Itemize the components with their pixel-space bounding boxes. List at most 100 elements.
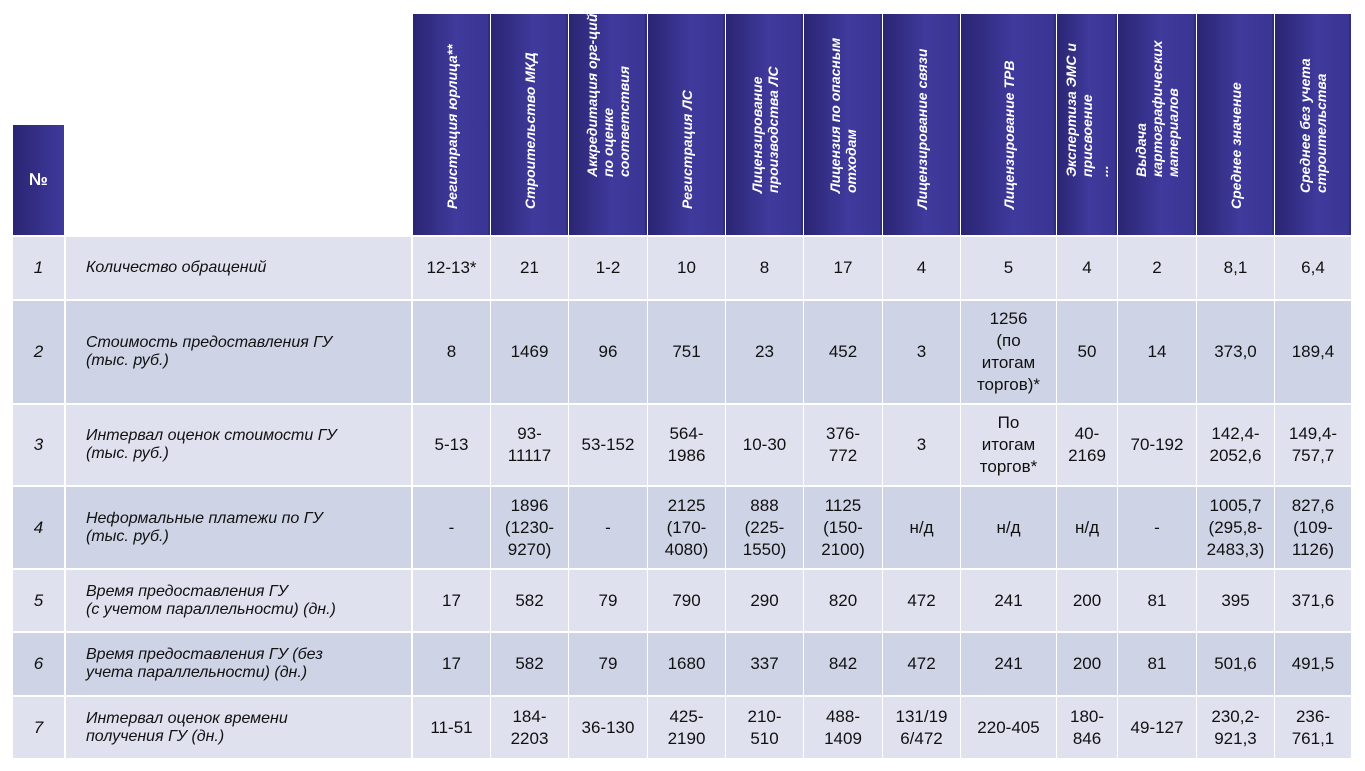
table-cell: 81 [1118,633,1196,695]
cell-value: 1005,7 (295,8- 2483,3) [1206,495,1265,559]
cell-value: 4 [916,258,927,277]
table-cell: 81 [1118,570,1196,631]
table-cell: 14 [1118,301,1196,403]
cell-value: 11-51 [430,717,473,737]
table-cell: По итогам торгов* [961,405,1056,485]
table-cell: 17 [413,570,490,631]
table-cell: 79 [569,570,647,631]
table-row: 1 Количество обращений 12-13* 21 1-2 10 8 17 4 5 4… [13,237,1363,299]
table-cell: 1005,7 (295,8- 2483,3) [1197,487,1274,568]
column-header-label: Лицензия по опасным отходам [827,37,859,193]
table-row: 5 Время предоставления ГУ (с учетом парал… [13,570,1363,631]
table-cell: 373,0 [1197,301,1274,403]
column-header: Экспертиза ЭМС и присвоение ... [1057,14,1117,235]
cell-value: 210- 510 [747,706,782,748]
table-cell: 501,6 [1197,633,1274,695]
table-cell: 376- 772 [804,405,882,485]
cell-value: 8 [446,342,457,361]
table-cell: 425- 2190 [648,697,725,758]
column-header: Выдача картографических материалов [1118,14,1196,235]
table-cell: 4 [883,237,960,299]
row-label: Интервал оценок стоимости ГУ (тыс. руб.) [66,405,411,485]
column-header-label: Лицензирование связи [913,48,930,209]
table-cell: 236- 761,1 [1275,697,1351,758]
row-label: Время предоставления ГУ (без учета парал… [66,633,411,695]
cell-value: 236- 761,1 [1291,706,1335,748]
table-cell: 210- 510 [726,697,803,758]
cell-value: 3 [916,435,927,454]
cell-value: 501,6 [1214,654,1257,673]
table-cell: 820 [804,570,882,631]
table-cell: 1896 (1230- 9270) [491,487,568,568]
table-row: 3 Интервал оценок стоимости ГУ (тыс. руб.… [13,405,1363,485]
cell-value: 81 [1147,590,1167,610]
column-header-label: Регистрация юрлица** [443,44,460,209]
table-cell: 96 [569,301,647,403]
row-number: 7 [13,697,64,758]
cell-value: 820 [828,590,858,610]
cell-value: 17 [442,590,461,610]
cell-value: 425- 2190 [667,706,706,748]
row-label-text: Интервал оценок стоимости ГУ (тыс. руб.) [86,427,337,462]
table-cell: 79 [569,633,647,695]
table-cell: 8 [413,301,490,403]
cell-value: 21 [520,258,539,277]
table-row: 2 Стоимость предоставления ГУ (тыс. руб.)… [13,301,1363,403]
table-cell: 472 [883,570,960,631]
cell-value: 491,5 [1291,654,1335,673]
table-cell: 2 [1118,237,1196,299]
table-cell: 827,6 (109- 1126) [1275,487,1351,568]
table-row: 4 Неформальные платежи по ГУ (тыс. руб.) -… [13,487,1363,568]
cell-value: 17 [442,654,461,673]
table-cell: 189,4 [1275,301,1351,403]
column-header-label: Строительство МКД [521,52,538,209]
column-header: Лицензирование производства ЛС [726,14,803,235]
table-cell: 1256 (по итогам торгов)* [961,301,1056,403]
cell-value: 50 [1077,342,1097,361]
table-cell: н/д [961,487,1056,568]
table-cell: 200 [1057,633,1117,695]
table-cell: 10 [648,237,725,299]
table-cell: 790 [648,570,725,631]
cell-value: 371,6 [1291,590,1335,610]
cell-value: 3 [916,342,927,361]
column-header-label: Лицензирование ТРВ [1000,60,1017,209]
cell-value: 452 [828,342,858,361]
table-cell: 888 (225- 1550) [726,487,803,568]
column-header-label: Экспертиза ЭМС и присвоение ... [1063,43,1111,177]
table-cell: 241 [961,570,1056,631]
cell-value: 751 [672,342,701,361]
row-number: 4 [13,487,64,568]
cell-value: 395 [1221,590,1250,610]
table-cell: 40- 2169 [1057,405,1117,485]
table-cell: 582 [491,633,568,695]
table-cell: 2125 (170- 4080) [648,487,725,568]
table-cell: 17 [804,237,882,299]
cell-value: 888 (225- 1550) [742,495,787,559]
cell-value: 827,6 (109- 1126) [1291,495,1335,559]
row-number: 5 [13,570,64,631]
cell-value: 93- 11117 [507,424,552,465]
table-cell: 491,5 [1275,633,1351,695]
cell-value: 81 [1147,654,1167,673]
table-cell: 1-2 [569,237,647,299]
table-cell: 472 [883,633,960,695]
table-cell: 53-152 [569,405,647,485]
cell-value: - [605,517,611,537]
cell-value: 12-13* [426,258,477,277]
cell-value: 2125 (170- 4080) [664,495,709,559]
row-number: 6 [13,633,64,695]
cell-value: 582 [515,590,544,610]
cell-value: 472 [907,654,936,673]
table-cell: 842 [804,633,882,695]
row-label: Время предоставления ГУ (с учетом паралл… [66,570,411,631]
cell-value: 131/19 6/472 [895,706,948,748]
column-header: Регистрация ЛС [648,14,725,235]
cell-value: 17 [833,258,853,277]
table-cell: 564- 1986 [648,405,725,485]
cell-value: 1680 [667,654,706,673]
table-cell: 200 [1057,570,1117,631]
table-cell: - [413,487,490,568]
row-label: Количество обращений [66,237,411,299]
table-cell: 180- 846 [1057,697,1117,758]
